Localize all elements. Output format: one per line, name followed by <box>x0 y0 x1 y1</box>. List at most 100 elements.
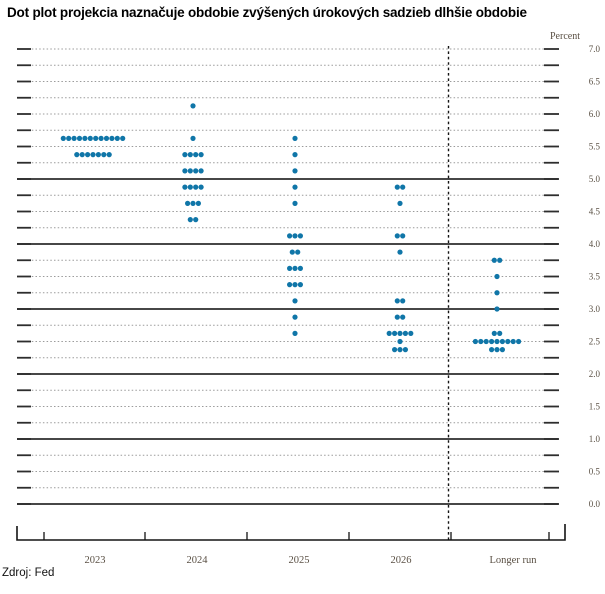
projection-dot <box>193 168 199 174</box>
projection-dot <box>292 135 298 141</box>
projection-dot <box>289 249 295 255</box>
projection-dot <box>408 330 414 336</box>
x-axis <box>16 524 566 541</box>
projection-dot <box>193 152 199 158</box>
projection-dot <box>297 233 303 239</box>
projection-dot <box>66 135 72 141</box>
projection-dot <box>491 330 497 336</box>
projection-dot <box>193 217 199 223</box>
projection-dot <box>198 168 204 174</box>
projection-dot <box>295 249 301 255</box>
projection-dot <box>394 184 400 190</box>
projection-dot <box>120 135 126 141</box>
y-axis-tick-label: 4.5 <box>589 207 601 217</box>
projection-dot <box>87 135 93 141</box>
projection-dot <box>71 135 77 141</box>
projection-dot <box>195 200 201 206</box>
y-axis-tick-label: 2.5 <box>589 337 601 347</box>
projection-dot <box>292 314 298 320</box>
y-axis-tick-label: 0.5 <box>589 467 601 477</box>
projection-dot <box>187 168 193 174</box>
projection-dot <box>394 314 400 320</box>
projection-dot <box>292 168 298 174</box>
projection-dot <box>397 347 403 353</box>
projection-dot <box>79 152 85 158</box>
projection-dot <box>386 330 392 336</box>
y-axis-tick-label: 5.5 <box>589 142 601 152</box>
y-axis-tick-label: 2.0 <box>589 369 601 379</box>
projection-dot <box>516 338 522 345</box>
projection-dot <box>472 338 478 345</box>
projection-dot <box>93 135 99 141</box>
projection-dot <box>494 306 500 312</box>
projection-dot <box>103 135 110 141</box>
projection-dot <box>292 282 298 288</box>
x-axis-category-label: 2026 <box>391 555 412 566</box>
projection-dot <box>494 338 500 345</box>
projection-dot <box>489 347 495 353</box>
projection-dot <box>292 184 298 190</box>
projection-dot <box>182 184 188 190</box>
x-axis-category-label: 2024 <box>187 555 209 566</box>
x-axis-category-label: 2023 <box>85 555 106 566</box>
projection-dot <box>292 152 298 158</box>
projection-dot <box>106 152 112 158</box>
projection-dot <box>402 330 408 336</box>
projection-dot <box>397 330 403 336</box>
y-axis-tick-label: 6.5 <box>589 77 601 87</box>
y-axis-tick-label: 7.0 <box>589 44 601 54</box>
projection-dot <box>297 265 303 271</box>
projection-dot <box>182 152 188 158</box>
projection-dot <box>402 347 408 353</box>
y-axis-tick-label: 1.0 <box>589 434 601 444</box>
projection-dot <box>187 152 193 158</box>
projection-dot <box>392 330 398 336</box>
projection-dot <box>292 200 298 206</box>
projection-dot <box>394 298 400 304</box>
projection-dot <box>198 152 204 158</box>
projection-dot <box>499 347 505 353</box>
projection-dot <box>494 347 500 353</box>
projection-dot <box>82 135 88 141</box>
projection-dot <box>494 273 500 280</box>
projection-dot <box>292 330 298 336</box>
projection-dot <box>497 330 503 336</box>
projection-dot <box>287 233 293 239</box>
y-axis-tick-label: 6.0 <box>589 109 601 119</box>
projection-dot <box>193 184 199 190</box>
projection-dot <box>400 298 406 304</box>
projection-dot <box>491 257 497 263</box>
projection-dot <box>478 338 484 345</box>
projection-dot <box>182 168 188 174</box>
projection-dot <box>292 265 298 271</box>
y-axis-tick-label: 4.0 <box>589 239 601 249</box>
projection-dot <box>76 135 83 141</box>
x-axis-category-label: Longer run <box>490 555 538 566</box>
projection-dot <box>114 135 120 141</box>
projection-dot <box>397 338 403 345</box>
projection-dot <box>505 338 511 345</box>
projection-dot <box>489 338 495 345</box>
projection-dot <box>494 290 500 296</box>
projection-dot <box>190 103 196 109</box>
projection-dot <box>292 298 298 304</box>
percent-label: Percent <box>550 31 580 42</box>
projection-dot <box>190 200 196 206</box>
projection-dot <box>499 338 505 345</box>
projection-dot <box>497 257 503 263</box>
x-axis-category-label: 2025 <box>289 555 310 566</box>
y-axis-tick-label: 3.0 <box>589 304 601 314</box>
projection-dot <box>400 233 406 239</box>
projection-dot <box>187 184 193 190</box>
projection-dot <box>394 233 400 239</box>
projection-dot <box>483 338 489 345</box>
projection-dot <box>292 233 298 239</box>
source-note: Zdroj: Fed <box>2 567 55 579</box>
y-axis-tick-label: 0.0 <box>589 499 601 509</box>
y-axis-tick-label: 3.5 <box>589 272 601 282</box>
projection-dot <box>190 135 196 141</box>
projection-dot <box>60 135 66 141</box>
projection-dot <box>95 152 101 158</box>
projection-dot <box>109 135 115 141</box>
